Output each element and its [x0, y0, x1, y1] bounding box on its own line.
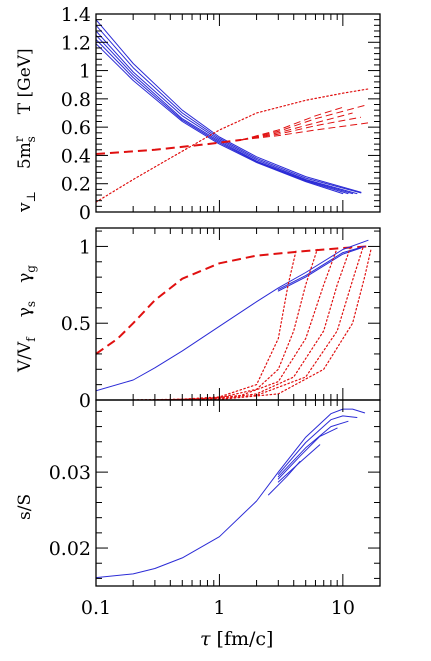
top-series-0 [96, 19, 362, 193]
xtick-label: 1 [213, 597, 225, 619]
panel-bottom: 0.02 0.03 0.1 1 10 [49, 399, 381, 619]
middle-ytick-label: 0 [79, 390, 91, 412]
panel-top: 0 0.2 0.4 0.6 0.8 1 1.2 1.4 [61, 4, 381, 224]
top-series-7 [96, 138, 242, 155]
middle-series-3 [277, 247, 362, 292]
bottom-ylabel: s/S [15, 494, 35, 520]
top-ytick-label: 1.2 [61, 32, 91, 54]
middle-ytick-label: 0.5 [61, 313, 91, 335]
xtick-label: 10 [331, 597, 355, 619]
top-ytick-label: 1.4 [61, 4, 91, 26]
middle-ylabel: V/Vfγsγg [15, 265, 38, 373]
bottom-ytick-label: 0.03 [49, 462, 91, 484]
bottom-series-1 [277, 415, 358, 475]
middle-series-4 [132, 248, 297, 400]
top-series-1 [96, 24, 362, 194]
top-series-11 [241, 104, 369, 141]
bottom-series-4 [277, 444, 321, 483]
svg-text:v⊥5mrsT [GeV]: v⊥5mrsT [GeV] [12, 48, 38, 213]
middle-series-1 [96, 239, 369, 392]
middle-series-5 [132, 248, 318, 400]
middle-series-2 [277, 245, 366, 290]
top-ytick-label: 0.6 [61, 117, 91, 139]
svg-text:s/S: s/S [15, 494, 35, 520]
top-series-8 [241, 122, 369, 141]
panel-middle: 00.51 [61, 227, 381, 412]
top-ytick-label: 1 [79, 61, 91, 83]
top-series-9 [241, 116, 361, 141]
bottom-series-0 [96, 408, 366, 579]
bottom-series-5 [268, 461, 301, 496]
top-ylabel: v⊥5mrsT [GeV] [12, 48, 38, 213]
top-ytick-label: 0 [79, 202, 91, 224]
top-ytick-label: 0.2 [61, 174, 91, 196]
bottom-frame [95, 399, 381, 587]
bottom-series-3 [277, 427, 338, 480]
middle-ytick-label: 1 [79, 236, 91, 258]
top-series-2 [96, 30, 358, 195]
top-series-12 [241, 106, 343, 141]
top-series-3 [96, 34, 354, 195]
xtick-label: 0.1 [81, 597, 111, 619]
top-frame [95, 13, 381, 213]
top-series-10 [241, 112, 353, 141]
top-series-5 [96, 43, 344, 195]
top-series-6 [96, 88, 369, 203]
bottom-ytick-label: 0.02 [49, 538, 91, 560]
x-axis-label: τ [fm/c] [200, 628, 273, 650]
middle-series-0 [96, 245, 369, 355]
top-ytick-label: 0.4 [61, 145, 91, 167]
svg-text:V/Vfγsγg: V/Vfγsγg [15, 265, 38, 373]
top-ytick-label: 0.8 [61, 89, 91, 111]
middle-series-9 [181, 247, 372, 400]
middle-series-7 [154, 247, 351, 400]
top-series-4 [96, 39, 349, 195]
